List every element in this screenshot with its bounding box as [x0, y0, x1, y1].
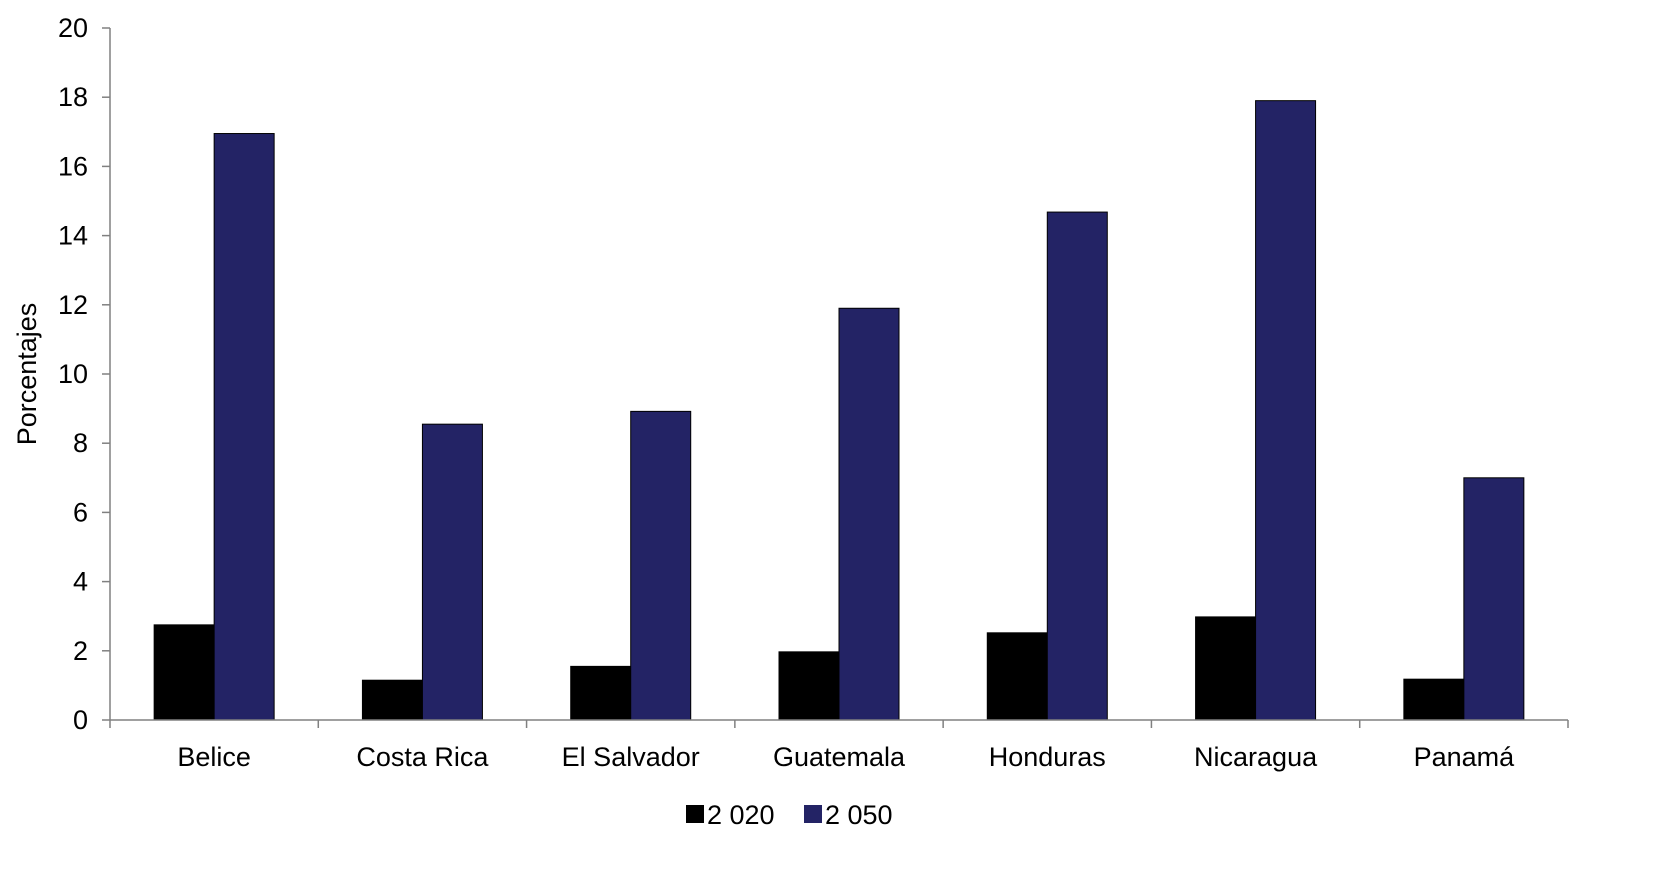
- legend-swatch: [686, 805, 704, 823]
- x-tick-label: Costa Rica: [356, 742, 489, 772]
- y-axis-title: Porcentajes: [12, 303, 42, 446]
- bar-2020-6: [1403, 678, 1465, 721]
- x-axis-ticks: [109, 720, 1569, 728]
- y-axis-ticks: 0 2 4 6 8 10 12 14 16 18 20: [58, 13, 110, 735]
- x-tick-label: Honduras: [989, 742, 1106, 772]
- y-tick-label: 18: [58, 82, 88, 112]
- y-axis-title-group: Porcentajes: [12, 303, 42, 446]
- y-tick-label: 2: [73, 636, 88, 666]
- bar-2050-4: [1046, 211, 1108, 721]
- y-tick-label: 8: [73, 428, 88, 458]
- y-tick-label: 10: [58, 359, 88, 389]
- bar-2020-3: [778, 651, 840, 721]
- bar-2050-6: [1463, 477, 1525, 721]
- y-tick-label: 4: [73, 567, 88, 597]
- legend-swatch: [804, 805, 822, 823]
- bar-2050-5: [1255, 100, 1317, 721]
- bar-2020-1: [361, 679, 423, 721]
- bar-2020-2: [570, 665, 632, 721]
- x-tick-label: Guatemala: [773, 742, 906, 772]
- bar-2020-0: [153, 624, 215, 721]
- bar-2020-5: [1195, 616, 1257, 721]
- bar-2050-3: [838, 307, 900, 721]
- legend-label: 2 050: [825, 800, 893, 830]
- y-tick-label: 6: [73, 497, 88, 527]
- x-tick-label: Panamá: [1414, 742, 1516, 772]
- bar-2050-0: [213, 133, 275, 721]
- legend-label: 2 020: [707, 800, 775, 830]
- y-tick-label: 0: [73, 705, 88, 735]
- x-axis-labels: Belice Costa Rica El Salvador Guatemala Hond…: [177, 742, 1515, 772]
- y-tick-label: 16: [58, 151, 88, 181]
- y-tick-label: 14: [58, 221, 88, 251]
- x-tick-label: Nicaragua: [1194, 742, 1318, 772]
- x-tick-label: El Salvador: [562, 742, 700, 772]
- y-tick-label: 20: [58, 13, 88, 43]
- bar-2050-1: [421, 423, 483, 721]
- x-tick-label: Belice: [177, 742, 251, 772]
- bars: [153, 100, 1525, 721]
- bar-2050-2: [630, 410, 692, 721]
- legend: 2 020 2 050: [686, 800, 893, 830]
- y-tick-label: 12: [58, 290, 88, 320]
- bar-2020-4: [986, 632, 1048, 721]
